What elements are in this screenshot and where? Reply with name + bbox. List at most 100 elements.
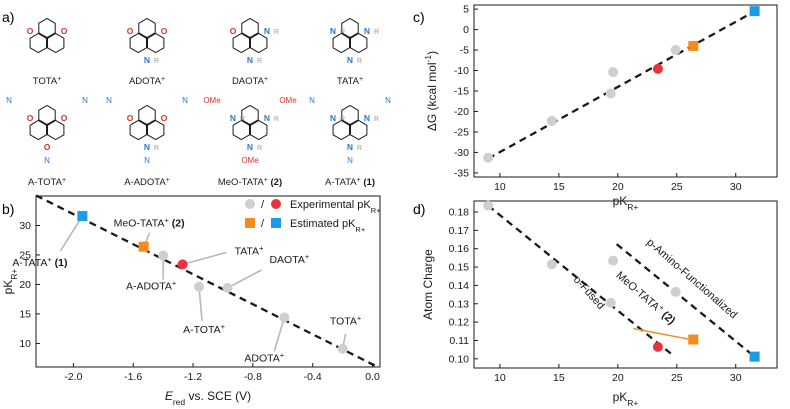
data-point-gray-circle <box>483 200 494 211</box>
text-run: (2) <box>169 218 185 230</box>
data-point-gray-circle <box>608 255 619 266</box>
text-run: + <box>161 76 165 83</box>
substituent-n: N <box>309 96 315 105</box>
y-tick-label: 25 <box>19 249 31 261</box>
heteroatom-o: O <box>161 26 168 36</box>
point-label: A-ADOTA+ <box>126 278 177 293</box>
data-point-gray-circle <box>337 343 348 354</box>
benzene-ring <box>332 32 350 54</box>
legend-blue-square <box>271 218 281 228</box>
text-run: + <box>264 76 268 83</box>
molecule-a-adota: O ON RN NNA-ADOTA+ <box>106 96 188 188</box>
data-point-gray-circle <box>546 115 557 126</box>
heteroatom-n: N <box>247 142 253 152</box>
heteroatom-n: N <box>230 113 236 123</box>
data-point-orange-square <box>688 40 699 51</box>
y-axis-title: ΔG (kcal mol-1) <box>423 51 439 131</box>
text-run: pK <box>1 280 15 295</box>
legend-slash: / <box>261 218 265 230</box>
data-point-blue-square <box>77 211 88 222</box>
text-run: A-TATA <box>325 177 357 188</box>
r-group: R <box>257 145 262 152</box>
text-run: + <box>305 251 310 260</box>
substituent-n: N <box>385 96 391 105</box>
text-run: + <box>166 177 170 184</box>
legend-slash: / <box>261 199 265 211</box>
molecule-adota: O O N R ADOTA+ <box>127 17 168 88</box>
benzene-ring <box>38 104 56 126</box>
heteroatom-n: N <box>364 113 370 123</box>
substituent-ome: OMe <box>279 96 297 105</box>
label-leader <box>198 286 203 321</box>
text-run: + <box>280 350 285 359</box>
data-point-red-circle <box>652 63 663 74</box>
molecule-a-tata: N R N RN RN NNA-TATA+ (1) <box>309 96 391 188</box>
benzene-ring <box>129 32 147 54</box>
substituent-n: N <box>44 156 50 165</box>
compound-name: DAOTA+ <box>232 76 268 88</box>
data-point-gray-circle <box>605 297 616 308</box>
substituent-n: N <box>106 96 112 105</box>
heteroatom-o: O <box>230 26 237 36</box>
y-tick-label: 15 <box>19 308 31 320</box>
legend-orange-square <box>245 218 255 228</box>
y-tick-label: 0 <box>463 24 469 36</box>
benzene-ring <box>47 32 65 54</box>
cation-center <box>348 36 352 40</box>
panel-c-chart: c) 10 15 20 25 30 5 0 -5 -10 -15 -20 -25 -30 -35 pKR+ Δ… <box>413 4 778 212</box>
substituent-n: N <box>182 96 188 105</box>
text-run: A-TOTA <box>28 177 63 188</box>
benzene-ring <box>232 32 250 54</box>
data-point-red-circle <box>652 341 663 352</box>
point-label: DAOTA+ <box>269 251 309 266</box>
heteroatom-n: N <box>144 55 150 65</box>
y-tick-label: 0.12 <box>449 317 470 329</box>
text-run: + <box>259 243 264 252</box>
benzene-ring <box>38 17 56 39</box>
substituent-n: N <box>144 156 150 165</box>
cation-center <box>45 36 49 40</box>
text-run: + <box>357 177 361 184</box>
benzene-ring <box>138 17 156 39</box>
text-run: + <box>47 255 52 264</box>
x-tick-label: -2.0 <box>64 371 82 383</box>
legend-experimental: Experimental pKR+ <box>290 199 381 215</box>
compound-name: ADOTA+ <box>129 76 165 88</box>
x-tick-label: 30 <box>730 372 742 384</box>
y-tick-label: 5 <box>463 4 469 16</box>
r-group: R <box>357 145 362 152</box>
r-group: R <box>357 58 362 65</box>
y-tick-label: 0.18 <box>449 207 470 219</box>
text-run: ADOTA <box>244 352 279 364</box>
heteroatom-n: N <box>330 26 336 36</box>
data-point-red-circle <box>177 259 188 270</box>
cation-center <box>145 36 149 40</box>
text-run: TATA <box>235 245 260 257</box>
y-tick-label: -10 <box>454 65 469 77</box>
heteroatom-n: N <box>330 113 336 123</box>
y-tick-label: 20 <box>19 279 31 291</box>
fit-line <box>487 9 757 160</box>
text-run: (2) <box>268 177 282 188</box>
text-run: vs. SCE (V) <box>185 389 251 403</box>
heteroatom-n: N <box>264 113 270 123</box>
y-axis-title: Atom Charge <box>421 249 435 320</box>
x-axis-title: pKR+ <box>613 390 639 408</box>
y-tick-label: 30 <box>19 220 31 232</box>
data-point-gray-circle <box>670 45 681 56</box>
text-run: red <box>173 397 186 407</box>
text-run: DAOTA <box>232 76 265 87</box>
heteroatom-n: N <box>347 142 353 152</box>
y-tick-label: 0.10 <box>449 353 470 365</box>
heteroatom-o: O <box>61 113 68 123</box>
data-point-gray-circle <box>605 88 616 99</box>
y-tick-label: 0.15 <box>449 262 470 274</box>
point-label: TOTA+ <box>330 313 362 328</box>
label-leader <box>273 317 286 352</box>
heteroatom-o: O <box>127 26 134 36</box>
benzene-ring <box>138 104 156 126</box>
data-point-gray-circle <box>222 282 233 293</box>
